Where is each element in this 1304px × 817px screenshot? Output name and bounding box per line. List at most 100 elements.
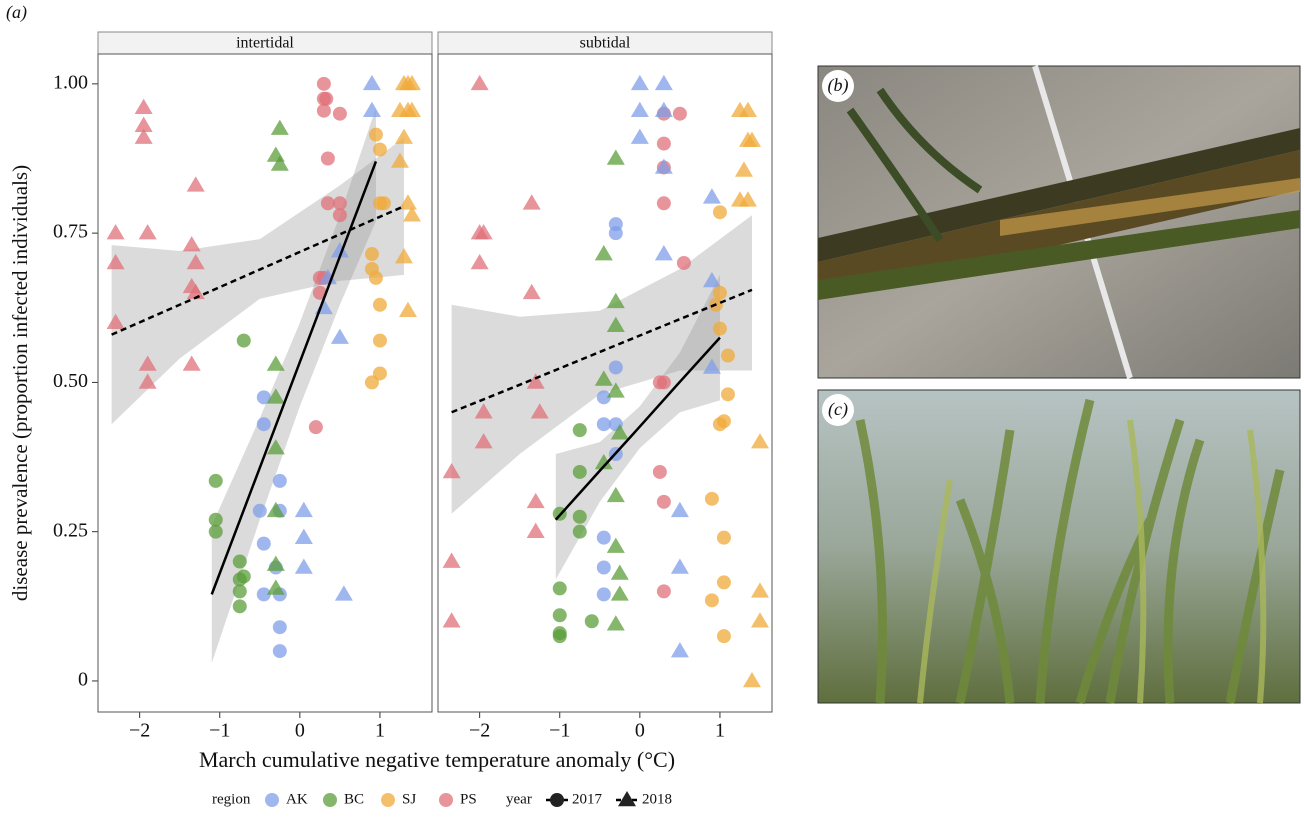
point [369,271,383,285]
x-tick-label: −1 [549,720,570,742]
figure: (a) (b) (c) March cumulative negative te… [0,0,1304,812]
point [717,414,731,428]
point [333,107,347,121]
point [273,474,287,488]
point [673,107,687,121]
legend-title: year [506,791,532,807]
y-tick-label: 0.50 [53,370,88,392]
x-tick-label: −1 [209,720,230,742]
point [273,644,287,658]
point [597,531,611,545]
point [553,608,567,622]
legend-label: AK [286,791,308,807]
legend-label: SJ [402,791,416,807]
point [653,465,667,479]
legend-key [381,793,395,807]
point [573,525,587,539]
legend-title: region [212,791,251,807]
point [321,196,335,210]
point [609,226,623,240]
point [309,420,323,434]
point [553,581,567,595]
point [717,575,731,589]
y-tick-label: 1.00 [53,71,88,93]
point [257,537,271,551]
point [373,143,387,157]
y-tick-label: 0.75 [53,221,88,243]
point [597,561,611,575]
point [553,626,567,640]
x-tick-label: −2 [469,720,490,742]
y-tick-label: 0.25 [53,519,88,541]
point [369,128,383,142]
y-tick-label: 0 [78,669,88,691]
photo-b: (b) [818,66,1300,378]
point [377,196,391,210]
strip-label: intertidal [236,35,294,52]
point [317,104,331,118]
legend-key [550,793,564,807]
point [233,572,247,586]
point [233,555,247,569]
x-tick-label: 0 [295,720,305,742]
page: (a) (b) (c) March cumulative negative te… [0,0,1304,812]
strip-label: subtidal [580,35,631,52]
point [713,205,727,219]
legend-key [618,791,636,806]
point [677,256,691,270]
point [713,286,727,300]
point [321,151,335,165]
point [573,510,587,524]
x-tick-label: 1 [375,720,385,742]
point [253,504,267,518]
photo-label: (b) [828,75,849,96]
point [209,474,223,488]
point [365,375,379,389]
point [713,322,727,336]
point [365,247,379,261]
point [333,208,347,222]
legend-label: 2018 [642,791,672,807]
y-axis-label: disease prevalence (proportion infected … [8,165,32,601]
point [705,593,719,607]
point [609,360,623,374]
point [319,92,333,106]
point [585,614,599,628]
point [717,531,731,545]
point [209,525,223,539]
legend-label: PS [460,791,477,807]
point [573,423,587,437]
legend-key [323,793,337,807]
point [273,620,287,634]
figure-label: (a) [6,2,27,23]
point [373,334,387,348]
point [657,495,671,509]
point [209,513,223,527]
point [573,465,587,479]
point [233,599,247,613]
legend-key [439,793,453,807]
legend-key [265,793,279,807]
point [373,298,387,312]
photo-c: (c) [818,390,1300,703]
x-axis-label: March cumulative negative temperature an… [199,747,675,772]
point [705,492,719,506]
point [657,584,671,598]
photo-label: (c) [828,399,848,420]
point [721,387,735,401]
point [657,137,671,151]
point [257,417,271,431]
point [233,584,247,598]
point [597,587,611,601]
point [721,349,735,363]
point [717,629,731,643]
point [653,375,667,389]
point [317,77,331,91]
legend-label: 2017 [572,791,603,807]
legend-label: BC [344,791,364,807]
point [597,417,611,431]
x-tick-label: 0 [635,720,645,742]
point [237,334,251,348]
point [657,196,671,210]
x-tick-label: 1 [715,720,725,742]
